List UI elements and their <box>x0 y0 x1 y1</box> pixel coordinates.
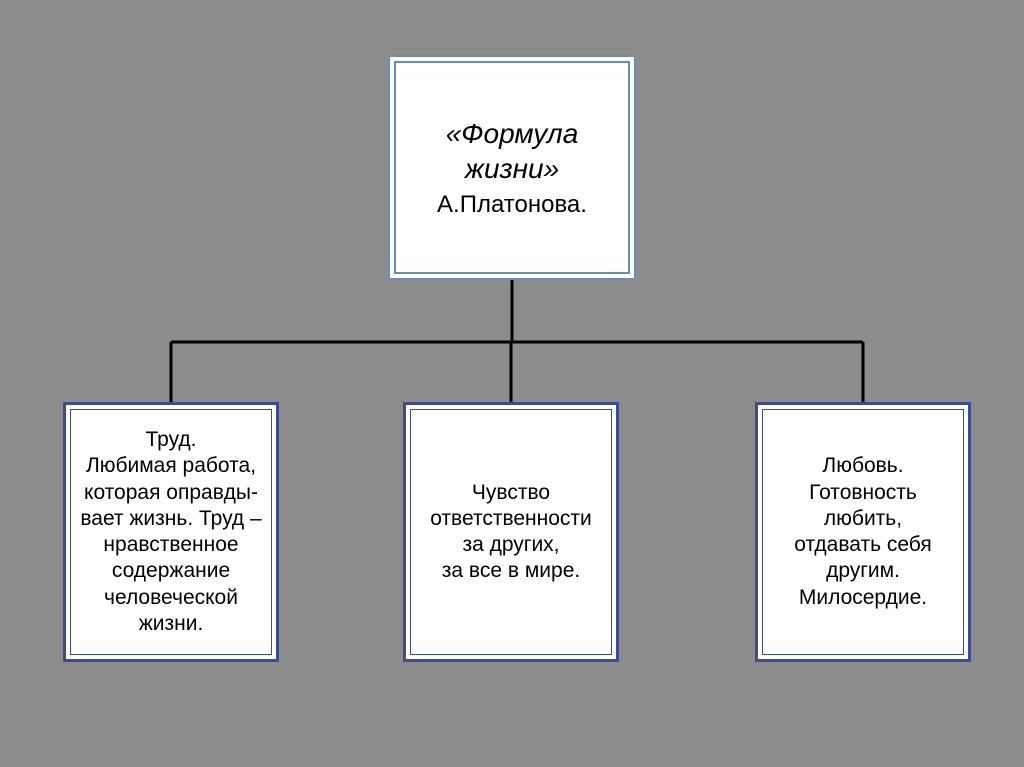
child-node-0: Труд.Любимая работа,которая оправды-вает… <box>63 402 279 662</box>
child-node-text-line: Чувство <box>472 480 550 506</box>
child-node-text-line: Готовность любить, <box>768 480 958 533</box>
diagram-canvas: «Формула жизни» А.Платонова. Труд.Любима… <box>0 0 1024 767</box>
child-node-text-line: Труд. <box>146 427 197 453</box>
root-node: «Формула жизни» А.Платонова. <box>388 55 636 280</box>
child-node-text-line: за других, <box>462 532 559 558</box>
child-node-text-line: ответственности <box>430 506 592 532</box>
root-subtitle: А.Платонова. <box>437 190 587 220</box>
child-node-text-line: Любимая работа, <box>86 453 256 479</box>
child-node-text-line: которая оправды- <box>84 480 258 506</box>
child-node-text-line: другим. <box>826 558 900 584</box>
child-node-text-line: вает жизнь. Труд – <box>80 506 261 532</box>
child-node-text-line: Милосердие. <box>799 585 927 611</box>
root-title-line1: «Формула <box>446 118 579 149</box>
child-node-text-line: Любовь. <box>822 453 903 479</box>
child-node-2: Любовь.Готовность любить,отдавать себядр… <box>755 402 971 662</box>
child-node-1: Чувствоответственностиза других,за все в… <box>403 402 619 662</box>
child-node-text-line: за все в мире. <box>442 558 580 584</box>
child-node-text-line: отдавать себя <box>794 532 931 558</box>
child-node-text-line: содержание <box>112 558 230 584</box>
root-title-line2: жизни» <box>465 153 559 184</box>
child-node-text-line: человеческой жизни. <box>76 585 266 638</box>
child-node-text-line: нравственное <box>103 532 238 558</box>
